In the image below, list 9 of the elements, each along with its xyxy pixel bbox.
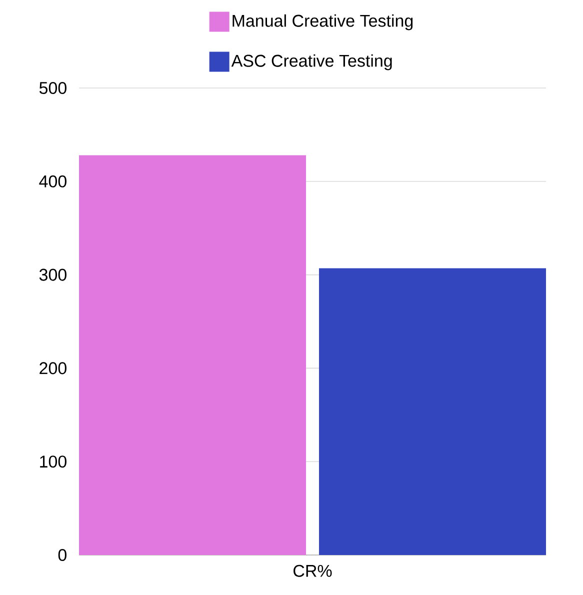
legend-label: Manual Creative Testing — [232, 14, 413, 30]
y-tick-label: 500 — [39, 82, 66, 94]
y-tick-label: 200 — [40, 362, 66, 374]
y-tick-label: 400 — [39, 175, 66, 188]
y-tick-label: 0 — [58, 548, 66, 562]
x-tick-label: CR% — [294, 564, 332, 577]
legend-label: ASC Creative Testing — [231, 54, 392, 70]
y-tick-label: 300 — [39, 268, 66, 281]
y-tick-label: 100 — [40, 456, 66, 468]
